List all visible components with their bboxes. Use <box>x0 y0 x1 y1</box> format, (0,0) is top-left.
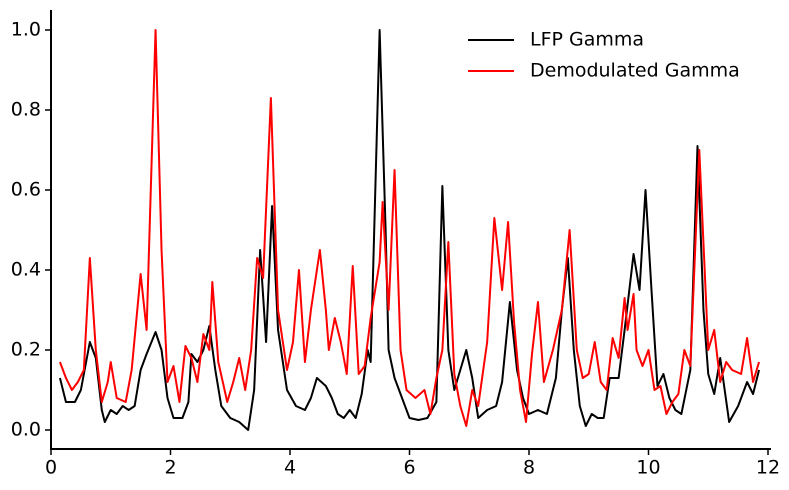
y-tick-label: 0.8 <box>11 99 41 121</box>
x-tick-label: 8 <box>523 457 535 479</box>
x-tick-label: 6 <box>403 457 415 479</box>
y-tick-label: 0.4 <box>11 259 41 281</box>
series-line <box>58 29 761 431</box>
y-tick-label: 1.0 <box>11 19 41 41</box>
y-tick-label: 0.2 <box>11 339 41 361</box>
x-tick-label: 4 <box>284 457 296 479</box>
x-tick-label: 10 <box>636 457 660 479</box>
series-line <box>59 29 760 427</box>
legend-label: LFP Gamma <box>530 29 644 51</box>
y-tick-label: 0.6 <box>11 179 41 201</box>
y-tick-label: 0.0 <box>11 419 41 441</box>
x-tick-label: 0 <box>45 457 57 479</box>
x-tick-label: 12 <box>756 457 780 479</box>
legend-label: Demodulated Gamma <box>530 60 740 82</box>
x-tick-label: 2 <box>164 457 176 479</box>
